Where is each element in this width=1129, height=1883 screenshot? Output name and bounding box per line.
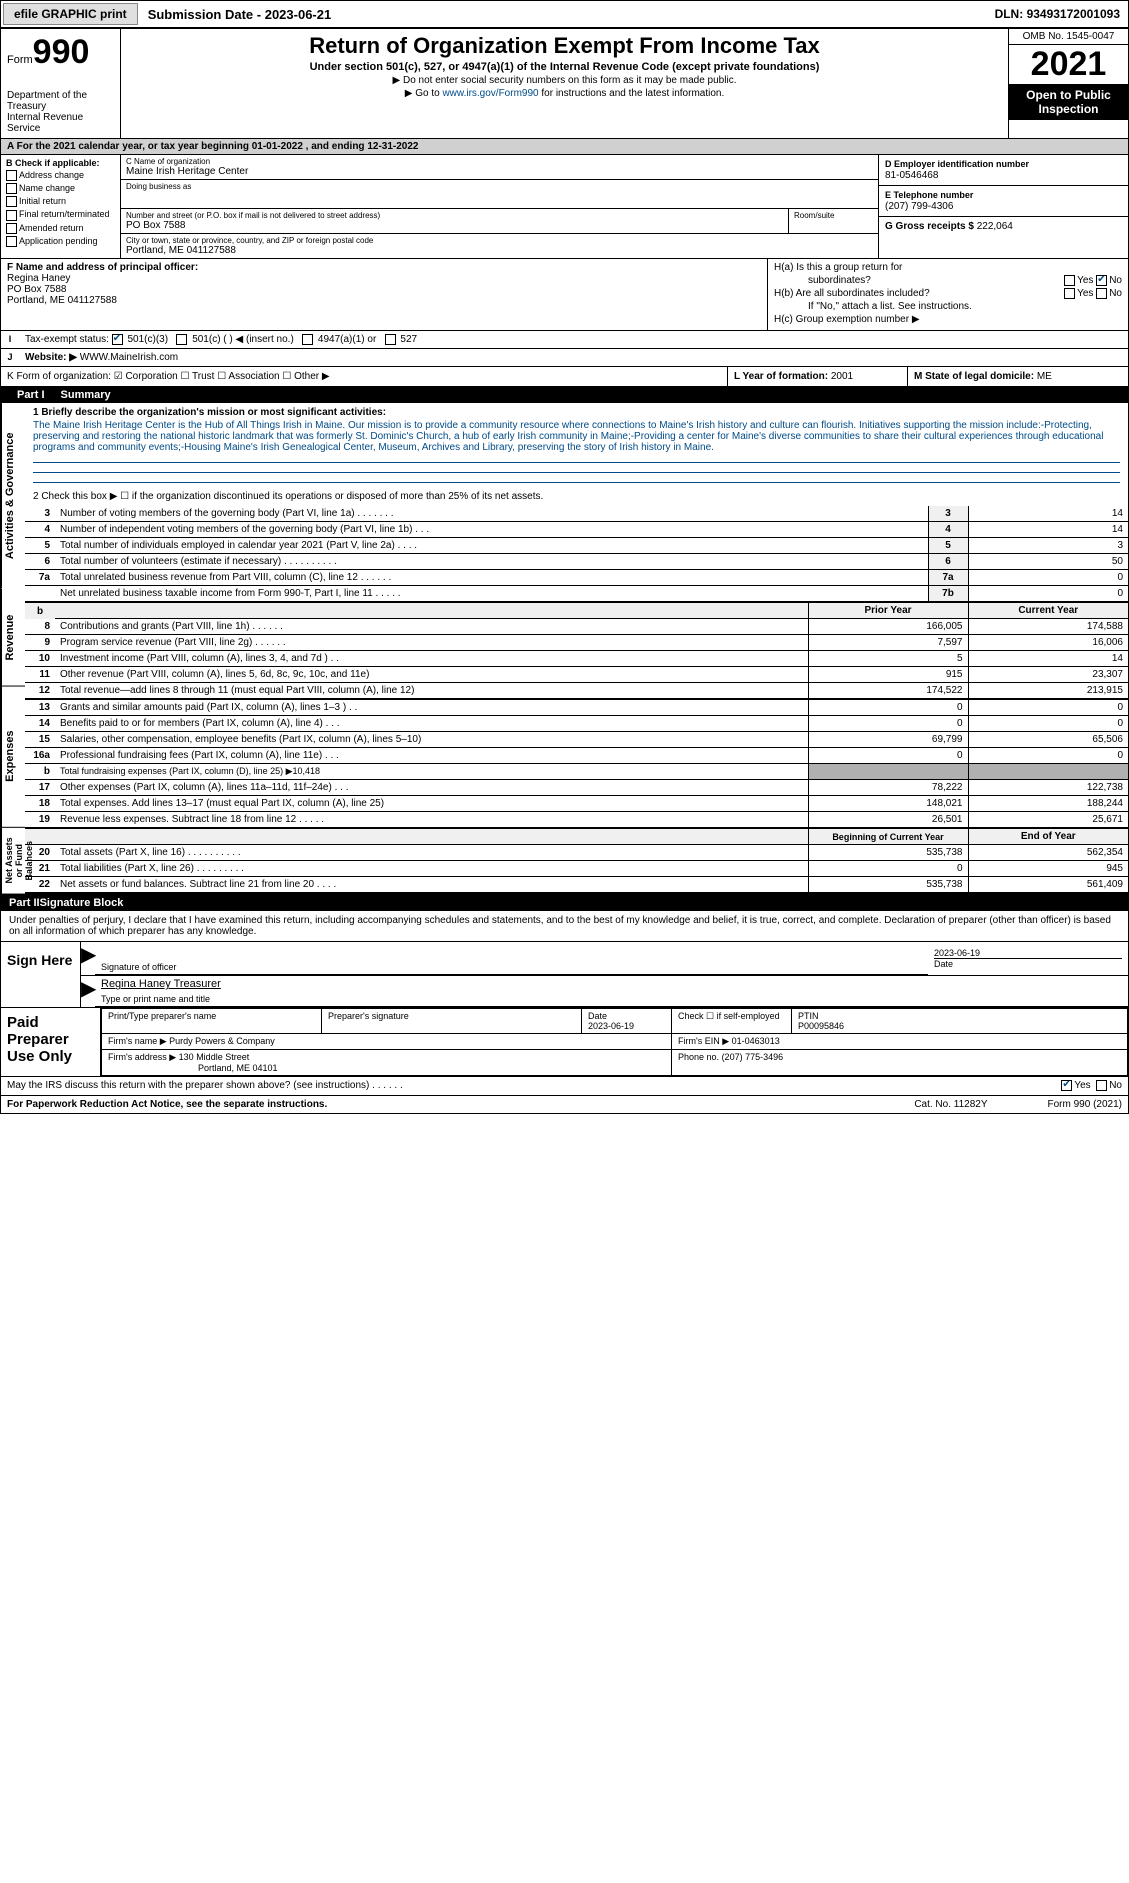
c-name-label: C Name of organization [126, 157, 873, 166]
form-title: Return of Organization Exempt From Incom… [125, 33, 1004, 59]
tax-exempt-status: Tax-exempt status: 501(c)(3) 501(c) ( ) … [19, 331, 1128, 348]
side-netassets: Net Assets or Fund Balances [1, 828, 25, 895]
part1-header: Part I Summary [1, 387, 1128, 403]
sig-name-value: Regina Haney Treasurer [95, 976, 1128, 992]
gross-receipts-label: G Gross receipts $ [885, 221, 974, 232]
cat-number: Cat. No. 11282Y [914, 1099, 987, 1110]
form-footer: Form 990 (2021) [1048, 1099, 1122, 1110]
dept-label: Department of the Treasury [7, 90, 114, 112]
phone-label: E Telephone number [885, 190, 973, 200]
city-label: City or town, state or province, country… [126, 236, 873, 245]
goto-link: ▶ Go to www.irs.gov/Form990 for instruct… [125, 88, 1004, 99]
expenses-table: 13Grants and similar amounts paid (Part … [25, 700, 1128, 828]
paperwork-notice: For Paperwork Reduction Act Notice, see … [7, 1099, 327, 1110]
org-name: Maine Irish Heritage Center [126, 166, 248, 177]
form-subtitle: Under section 501(c), 527, or 4947(a)(1)… [125, 61, 1004, 73]
efile-button[interactable]: efile GRAPHIC print [3, 3, 138, 25]
governance-table: 3Number of voting members of the governi… [25, 506, 1128, 602]
discuss-yesno: Yes No [1061, 1080, 1122, 1091]
side-revenue: Revenue [1, 589, 25, 687]
perjury-statement: Under penalties of perjury, I declare th… [1, 911, 1128, 942]
arrow-icon: ▶ [81, 942, 95, 975]
sig-name-label: Type or print name and title [95, 992, 1128, 1007]
phone-value: (207) 799-4306 [885, 201, 953, 212]
row-j-label: J [1, 349, 19, 366]
org-address: PO Box 7588 [126, 220, 185, 231]
sig-officer-label: Signature of officer [101, 962, 176, 972]
q2-checkbox: 2 Check this box ▶ ☐ if the organization… [33, 491, 1120, 502]
ssn-notice: ▶ Do not enter social security numbers o… [125, 75, 1004, 86]
block-b-checkboxes: B Check if applicable: Address change Na… [1, 155, 121, 258]
open-public-badge: Open to Public Inspection [1009, 84, 1128, 120]
form-number: Form990 [7, 33, 114, 72]
form-990: Form990 Department of the Treasury Inter… [0, 28, 1129, 1114]
row-i-label: I [1, 331, 19, 348]
mission-text: The Maine Irish Heritage Center is the H… [33, 420, 1120, 453]
sig-date-label: Date [934, 958, 1122, 969]
sign-here-label: Sign Here [1, 942, 81, 1007]
q1-label: 1 Briefly describe the organization's mi… [33, 407, 1120, 418]
form-of-org: K Form of organization: ☑ Corporation ☐ … [1, 367, 728, 386]
year-formation: L Year of formation: 2001 [728, 367, 908, 386]
dba-label: Doing business as [126, 182, 873, 191]
irs-link[interactable]: www.irs.gov/Form990 [442, 88, 538, 99]
top-bar: efile GRAPHIC print Submission Date - 20… [0, 0, 1129, 28]
irs-label: Internal Revenue Service [7, 112, 114, 134]
row-a-period: A For the 2021 calendar year, or tax yea… [1, 139, 1128, 155]
room-label: Room/suite [794, 211, 873, 220]
side-governance: Activities & Governance [1, 403, 25, 588]
arrow-icon: ▶ [81, 976, 95, 1007]
officer-addr1: PO Box 7588 [7, 284, 66, 295]
revenue-table: bPrior YearCurrent Year 8Contributions a… [25, 603, 1128, 699]
side-expenses: Expenses [1, 686, 25, 828]
f-label: F Name and address of principal officer: [7, 262, 198, 273]
state-domicile: M State of legal domicile: ME [908, 367, 1128, 386]
omb-number: OMB No. 1545-0047 [1009, 29, 1128, 45]
officer-addr2: Portland, ME 041127588 [7, 295, 117, 306]
sig-date-value: 2023-06-19 [934, 948, 1122, 958]
addr-label: Number and street (or P.O. box if mail i… [126, 211, 783, 220]
gross-receipts-value: 222,064 [977, 221, 1013, 232]
ein-label: D Employer identification number [885, 159, 1029, 169]
website-row: Website: ▶ WWW.MaineIrish.com [19, 349, 1128, 366]
preparer-table: Print/Type preparer's name Preparer's si… [101, 1008, 1128, 1076]
submission-date: Submission Date - 2023-06-21 [142, 7, 338, 22]
dln: DLN: 93493172001093 [995, 7, 1126, 21]
netassets-table: Beginning of Current YearEnd of Year 20T… [25, 829, 1128, 893]
officer-name: Regina Haney [7, 273, 70, 284]
tax-year: 2021 [1009, 45, 1128, 84]
org-city: Portland, ME 041127588 [126, 245, 236, 256]
part2-header: Part II Signature Block [1, 894, 1128, 911]
ein-value: 81-0546468 [885, 170, 938, 181]
discuss-question: May the IRS discuss this return with the… [7, 1080, 403, 1091]
paid-preparer-label: Paid Preparer Use Only [1, 1008, 101, 1076]
